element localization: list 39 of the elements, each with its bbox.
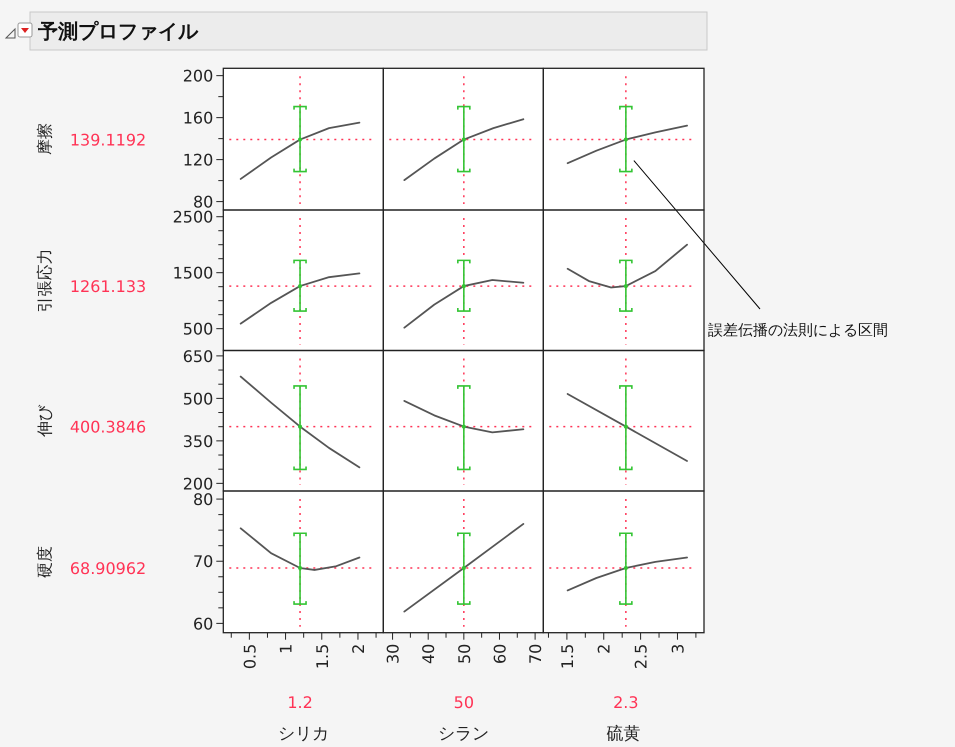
y-tick-label: 200 [182, 66, 214, 86]
chart-title: 予測プロファイル [37, 19, 199, 43]
ref-line-label: 1261.133 [70, 277, 146, 296]
y-tick-label: 60 [192, 614, 214, 634]
ref-line-label: 1.2 [287, 693, 313, 712]
y-axis-title: 引張応力 [35, 248, 54, 312]
y-tick-label: 650 [182, 346, 214, 366]
x-tick-label: 3 [668, 644, 688, 654]
x-axis-title: 硫黄 [606, 724, 641, 744]
x-tick-label: 30 [384, 644, 403, 664]
x-tick-label: 2 [348, 644, 368, 654]
ref-line-label: 2.3 [613, 693, 639, 712]
ref-line-label: 50 [454, 693, 474, 712]
x-tick-label: 1.5 [558, 644, 577, 670]
y-tick-label: 1500 [172, 264, 214, 283]
y-tick-label: 70 [192, 552, 214, 572]
x-tick-label: 0.5 [240, 644, 260, 670]
y-tick-label: 350 [182, 432, 214, 451]
text: 誤差伝播の法則による区間 [708, 321, 888, 339]
x-tick-label: 70 [526, 644, 546, 664]
y-tick-label: 500 [182, 389, 214, 408]
x-axis-title: シリカ [278, 724, 329, 744]
y-axis-title: 伸び [35, 404, 54, 438]
x-tick-label: 2.5 [632, 644, 651, 670]
ref-line-label: 400.3846 [70, 418, 146, 437]
y-tick-label: 160 [182, 108, 214, 128]
x-tick-label: 2 [594, 644, 614, 654]
x-tick-label: 50 [454, 644, 474, 664]
y-tick-label: 120 [182, 150, 214, 170]
x-tick-label: 1.5 [312, 644, 332, 670]
x-tick-label: 40 [419, 644, 438, 664]
y-tick-label: 500 [182, 320, 214, 339]
x-tick-label: 60 [490, 644, 510, 664]
ref-line-label: 68.90962 [70, 559, 146, 578]
x-axis-title: シラン [438, 724, 489, 744]
ref-line-label: 139.1192 [70, 130, 146, 150]
y-axis-title: 硬度 [35, 546, 54, 578]
x-tick-label: 1 [276, 644, 296, 654]
y-axis-title: 摩擦 [35, 123, 54, 156]
